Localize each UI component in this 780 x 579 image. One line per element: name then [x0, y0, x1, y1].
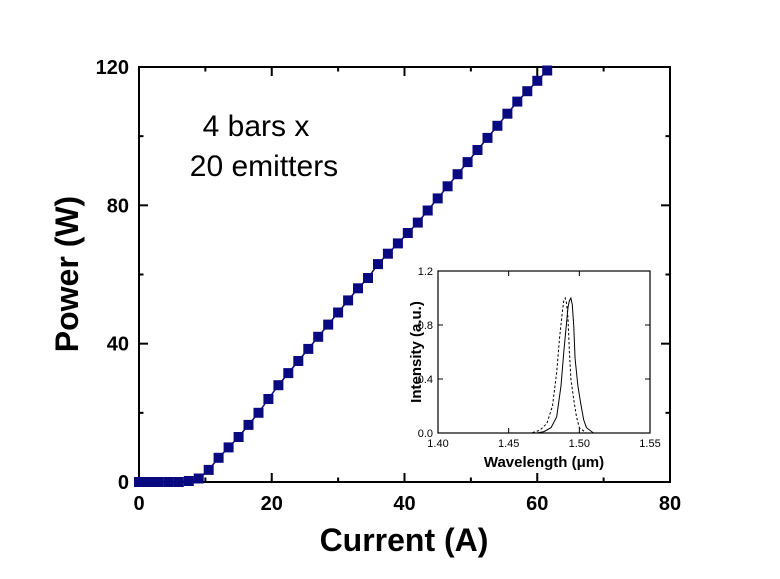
data-point-marker	[363, 273, 373, 283]
main-y-axis-label: Power (W)	[49, 196, 85, 352]
data-point-marker	[183, 476, 194, 486]
main-y-tick-label: 0	[118, 472, 129, 494]
data-point-marker	[333, 307, 344, 318]
data-point-marker	[432, 193, 443, 204]
data-point-marker	[522, 86, 533, 97]
inset-ticks: 1.40 1.45 1.50 1.55 0.0 0.4 0.8 1.2	[418, 266, 661, 450]
main-y-tick-label: 80	[107, 195, 129, 217]
annotation-line-2: 20 emitters	[190, 150, 338, 183]
spectrum-solid-line	[438, 296, 650, 434]
data-point-marker	[462, 157, 473, 168]
data-point-marker	[213, 452, 224, 463]
data-point-marker	[273, 380, 284, 391]
data-point-marker	[303, 343, 314, 354]
main-y-tick-label: 40	[107, 334, 129, 356]
inset-y-tick-label: 0.4	[418, 374, 433, 386]
data-point-marker	[263, 394, 274, 404]
main-x-tick-label: 20	[261, 493, 283, 515]
data-point-marker	[502, 108, 513, 119]
data-point-marker	[323, 319, 334, 330]
inset-y-tick-label: 0.8	[418, 320, 433, 332]
main-x-tick-label: 0	[133, 493, 144, 515]
data-point-marker	[412, 217, 423, 228]
data-point-marker	[283, 368, 294, 379]
data-point-marker	[293, 356, 304, 366]
data-point-marker	[343, 295, 354, 306]
inset-y-axis-label: Intensity (a.u.)	[408, 301, 425, 403]
annotation-line-1: 4 bars x	[203, 110, 310, 143]
inset-x-tick-label: 1.40	[427, 438, 448, 450]
data-point-marker	[382, 248, 393, 259]
data-point-marker	[233, 432, 244, 442]
inset-x-axis-label: Wavelength (μm)	[484, 454, 604, 471]
spectrum-dashed-line	[438, 296, 650, 434]
data-point-marker	[173, 477, 184, 487]
data-point-marker	[472, 145, 483, 155]
inset-x-tick-label: 1.45	[498, 438, 519, 450]
main-x-axis-label: Current (A)	[320, 522, 489, 558]
data-point-marker	[223, 442, 234, 453]
inset-y-tick-label: 1.2	[418, 266, 433, 278]
data-point-marker	[422, 205, 433, 216]
data-point-marker	[193, 473, 204, 484]
data-point-marker	[243, 419, 254, 430]
data-point-marker	[153, 477, 164, 487]
data-point-marker	[542, 65, 553, 76]
inset-plot-background	[438, 271, 650, 433]
data-point-marker	[353, 283, 363, 294]
data-point-marker	[144, 477, 154, 487]
data-point-marker	[313, 331, 324, 342]
data-point-marker	[392, 238, 403, 249]
inset-x-tick-label: 1.50	[569, 438, 590, 450]
inset-data-series	[438, 296, 650, 434]
data-point-marker	[442, 181, 453, 192]
data-point-marker	[482, 132, 493, 143]
data-point-marker	[512, 96, 523, 107]
data-point-marker	[452, 169, 463, 180]
data-point-marker	[532, 75, 543, 86]
main-x-tick-label: 80	[659, 493, 681, 515]
data-point-marker	[402, 228, 413, 238]
inset-plot-frame	[437, 270, 651, 434]
inset-x-tick-label: 1.55	[639, 438, 660, 450]
data-point-marker	[492, 120, 503, 131]
data-point-marker	[203, 464, 214, 475]
main-data-series	[134, 65, 553, 487]
inset-y-tick-label: 0.0	[418, 428, 433, 440]
data-point-marker	[163, 477, 174, 487]
main-ticks: 0 20 40 60 80 0 40 80 120	[96, 57, 682, 515]
data-point-marker	[373, 259, 383, 270]
main-x-tick-label: 40	[393, 493, 415, 515]
main-y-tick-label: 120	[96, 57, 129, 79]
data-point-marker	[253, 407, 264, 418]
main-x-tick-label: 60	[526, 493, 548, 515]
data-point-marker	[134, 477, 144, 487]
